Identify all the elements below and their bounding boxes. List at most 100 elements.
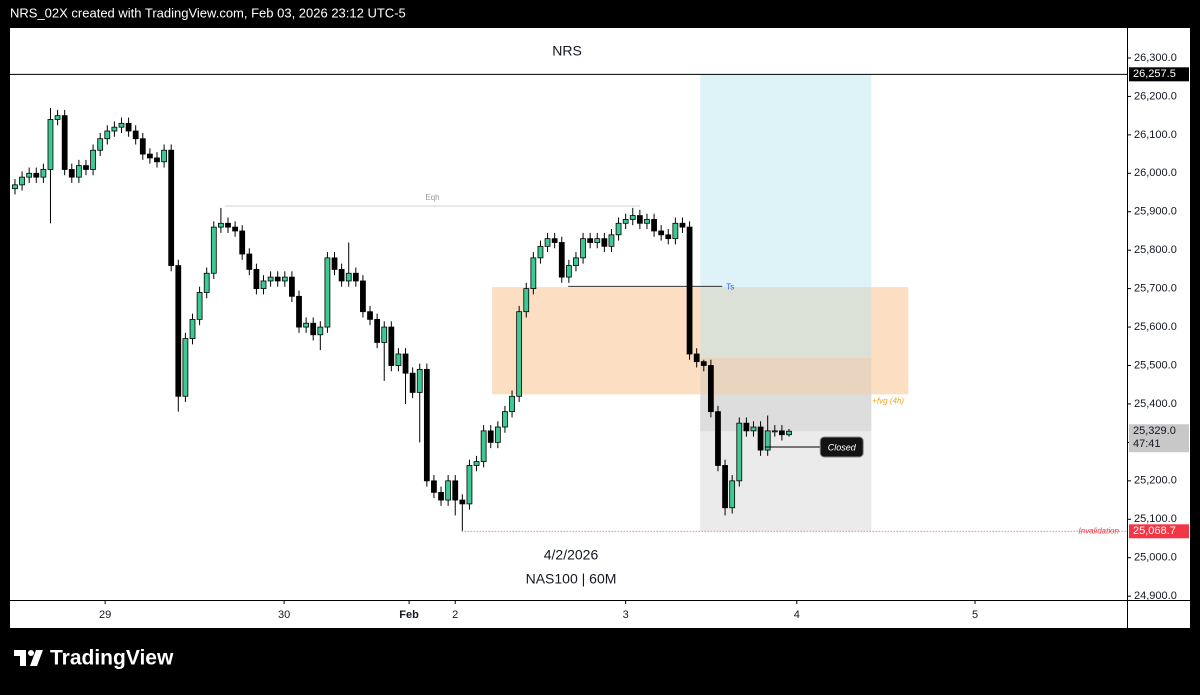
candle-body <box>700 361 707 366</box>
closed-label: Closed <box>828 442 857 452</box>
y-tick-label: 24,900.0 <box>1134 590 1177 602</box>
candle-body <box>125 122 132 132</box>
candle-body <box>786 430 792 436</box>
candle-body <box>644 219 650 224</box>
candle-body <box>232 226 238 232</box>
candle-body <box>367 311 373 320</box>
candle-body <box>750 426 757 432</box>
candle-body <box>658 230 665 236</box>
candle-body <box>182 338 189 397</box>
candle-body <box>707 365 714 413</box>
price-badge <box>1129 524 1189 539</box>
invalidation-label: Invalidation <box>1079 526 1120 535</box>
x-tick-label: 3 <box>623 609 629 621</box>
candle-body <box>374 318 381 343</box>
eqh-label: Eqh <box>425 193 439 202</box>
candle-body <box>281 276 288 282</box>
candle-body <box>61 115 68 170</box>
candle-body <box>672 222 679 240</box>
y-tick-label: 26,200.0 <box>1134 90 1177 102</box>
candle-body <box>736 422 743 482</box>
candle-body <box>487 430 494 443</box>
candle-body <box>345 272 352 282</box>
candle-body <box>544 238 551 247</box>
candle-body <box>132 130 139 140</box>
countdown: 47:41 <box>1133 438 1161 450</box>
y-tick-label: 26,300.0 <box>1134 52 1177 64</box>
candle-body <box>360 280 366 313</box>
candle-body <box>729 480 736 509</box>
x-tick-label: 4 <box>794 609 800 621</box>
candle-body <box>196 292 203 320</box>
candle-body <box>218 222 224 228</box>
candle-body <box>452 480 459 501</box>
candle-body <box>395 353 402 366</box>
y-tick-label: 25,400.0 <box>1134 398 1177 410</box>
y-tick-label: 25,900.0 <box>1134 206 1177 218</box>
fvg-label: +fvg (4h) <box>872 396 904 405</box>
x-tick-label: 29 <box>99 609 111 621</box>
y-tick-label: 25,600.0 <box>1134 321 1177 333</box>
price-label: 25,068.7 <box>1133 525 1176 537</box>
y-tick-label: 26,100.0 <box>1134 129 1177 141</box>
candle-body <box>743 422 750 432</box>
y-tick-label: 25,700.0 <box>1134 283 1177 295</box>
candle-body <box>203 272 210 293</box>
fvg-zone <box>492 287 909 395</box>
candle-body <box>239 230 246 255</box>
candle-body <box>19 176 25 186</box>
candle-body <box>289 276 295 297</box>
y-tick-label: 26,000.0 <box>1134 167 1177 179</box>
logo: TradingView <box>14 647 174 670</box>
candle-body <box>516 311 523 397</box>
candle-body <box>97 138 104 151</box>
exit-zone <box>700 394 872 432</box>
candle-body <box>629 215 636 220</box>
candle-body <box>90 149 96 170</box>
brand: TradingView <box>50 647 174 670</box>
candle-body <box>274 276 281 282</box>
closed-badge <box>819 436 864 458</box>
candle-body <box>303 322 310 328</box>
candle-body <box>601 238 608 247</box>
candle-body <box>558 242 565 278</box>
candle-body <box>431 480 437 493</box>
candle-body <box>686 226 693 355</box>
candle-body <box>509 395 515 413</box>
candle-body <box>83 165 89 170</box>
candle-body <box>494 426 501 443</box>
candle-body <box>338 269 345 282</box>
candle-body <box>260 280 267 290</box>
candle-body <box>168 149 175 266</box>
candle-body <box>47 119 54 170</box>
candle-body <box>104 130 111 140</box>
candle-body <box>75 165 82 178</box>
y-tick-label: 25,100.0 <box>1134 513 1177 525</box>
price-label: 25,329.0 <box>1133 425 1176 437</box>
candle-body <box>210 226 217 274</box>
candle-body <box>587 238 594 243</box>
candle-body <box>594 238 601 243</box>
candle-body <box>225 222 231 228</box>
candle-body <box>636 215 643 224</box>
candle-body <box>12 184 18 190</box>
candle-body <box>779 430 785 436</box>
candle-body <box>54 115 61 120</box>
candle-body <box>267 276 274 282</box>
candle-body <box>573 257 579 266</box>
candle-body <box>388 326 395 366</box>
x-tick-label: 30 <box>278 609 290 621</box>
candle-body <box>665 234 672 240</box>
candle-body <box>423 368 430 482</box>
chart-subtitle: 4/2/2026 <box>544 547 599 563</box>
x-tick-label: 2 <box>452 609 458 621</box>
candle-body <box>565 265 572 278</box>
candle-body <box>147 153 153 159</box>
candle-body <box>402 353 409 374</box>
candle-body <box>473 461 480 466</box>
candle-body <box>722 465 728 509</box>
candle-body <box>466 465 473 505</box>
ts-label: Ts <box>726 282 734 291</box>
